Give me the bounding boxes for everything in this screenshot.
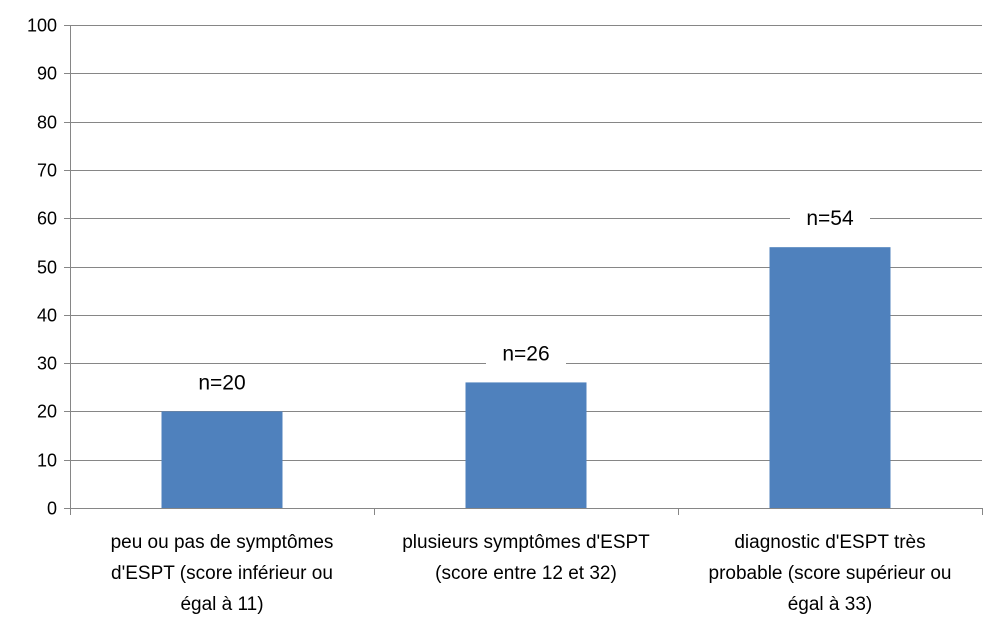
y-tick-label-10: 10 [37,451,57,471]
y-tick-label-90: 90 [37,64,57,84]
axes [64,25,983,515]
category-label-2-line-2: (score entre 12 et 32) [435,563,617,584]
y-tick-label-100: 100 [27,16,57,36]
data-label-background-1 [182,367,262,398]
y-tick-label-30: 30 [37,354,57,374]
category-label-1: peu ou pas de symptômes d'ESPT (score inf… [111,532,334,615]
data-label-background-2 [486,338,566,369]
category-labels: peu ou pas de symptômes d'ESPT (score inf… [111,532,952,615]
category-label-2: plusieurs symptômes d'ESPT (score entre 1… [402,532,650,584]
y-tick-label-50: 50 [37,258,57,278]
data-label-3: n=54 [806,207,854,230]
y-tick-label-80: 80 [37,113,57,133]
y-tick-label-0: 0 [47,499,57,519]
y-tick-label-40: 40 [37,306,57,326]
data-label-1: n=20 [198,371,245,394]
data-labels: n=20 n=26 n=54 [182,203,870,398]
y-tick-label-20: 20 [37,402,57,422]
category-label-1-line-1: peu ou pas de symptômes [111,532,334,553]
category-label-3-line-1: diagnostic d'ESPT très [734,532,925,553]
category-label-1-line-2: d'ESPT (score inférieur ou [111,563,333,584]
data-label-2: n=26 [502,342,549,365]
category-label-1-line-3: égal à 11) [180,594,263,615]
bar-2 [465,382,587,508]
y-tick-label-70: 70 [37,161,57,181]
bar-1 [161,411,283,508]
category-label-2-line-1: plusieurs symptômes d'ESPT [402,532,650,553]
category-label-3-line-3: égal à 33) [788,594,873,615]
bar-3 [769,247,891,508]
bars [161,247,891,508]
data-label-background-3 [790,203,870,234]
y-axis-tick-labels: 0 10 20 30 40 50 60 70 80 90 100 [27,16,57,519]
category-label-3-line-2: probable (score supérieur ou [709,563,952,584]
category-label-3: diagnostic d'ESPT très probable (score su… [709,532,952,615]
y-tick-label-60: 60 [37,209,57,229]
